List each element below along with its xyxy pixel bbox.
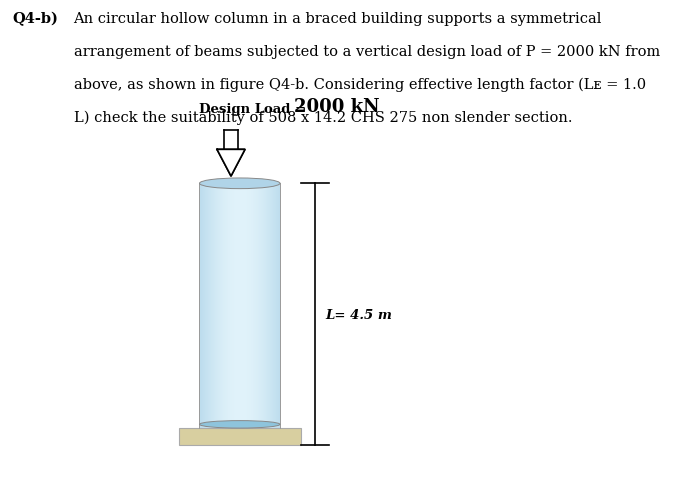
Bar: [264, 184, 265, 428]
Bar: [266, 184, 267, 428]
Bar: [262, 184, 263, 428]
Bar: [207, 184, 209, 428]
Bar: [202, 184, 203, 428]
Bar: [234, 184, 235, 428]
Bar: [260, 184, 261, 428]
Bar: [245, 184, 246, 428]
Bar: [209, 184, 210, 428]
Bar: [243, 184, 244, 428]
Bar: [215, 184, 216, 428]
Bar: [259, 184, 260, 428]
Bar: [225, 184, 226, 428]
Bar: [273, 184, 274, 428]
Bar: [258, 184, 259, 428]
Bar: [261, 184, 262, 428]
Bar: [251, 184, 252, 428]
Bar: [224, 184, 225, 428]
Bar: [250, 184, 251, 428]
Bar: [218, 184, 219, 428]
Bar: [244, 184, 245, 428]
Ellipse shape: [199, 421, 280, 428]
Bar: [223, 184, 224, 428]
Text: Design Load =: Design Load =: [199, 103, 311, 116]
Bar: [216, 184, 217, 428]
Bar: [246, 184, 247, 428]
Bar: [225, 184, 227, 428]
Bar: [271, 184, 272, 428]
Bar: [202, 184, 204, 428]
Bar: [268, 184, 270, 428]
Bar: [238, 184, 239, 428]
Bar: [220, 184, 221, 428]
Bar: [206, 184, 207, 428]
Bar: [204, 184, 205, 428]
Bar: [256, 184, 257, 428]
Text: above, as shown in figure Q4-b. Considering effective length factor (Lᴇ = 1.0: above, as shown in figure Q4-b. Consider…: [74, 78, 645, 92]
Bar: [229, 184, 230, 428]
Bar: [236, 184, 237, 428]
Bar: [232, 184, 234, 428]
Ellipse shape: [199, 179, 280, 189]
Bar: [253, 184, 254, 428]
Bar: [276, 184, 277, 428]
Bar: [265, 184, 266, 428]
Text: An circular hollow column in a braced building supports a symmetrical: An circular hollow column in a braced bu…: [74, 12, 602, 26]
Bar: [278, 184, 279, 428]
Bar: [248, 184, 249, 428]
Bar: [199, 184, 201, 428]
Bar: [275, 184, 276, 428]
Bar: [239, 184, 240, 428]
Text: arrangement of beams subjected to a vertical design load of P = 2000 kN from: arrangement of beams subjected to a vert…: [74, 45, 659, 59]
Bar: [178, 428, 301, 445]
Bar: [252, 184, 253, 428]
Bar: [206, 184, 208, 428]
Bar: [216, 184, 218, 428]
Bar: [255, 184, 256, 428]
Text: Q4-b): Q4-b): [13, 12, 59, 26]
Bar: [270, 184, 272, 428]
Bar: [211, 184, 212, 428]
Text: L) check the suitability of 508 x 14.2 CHS 275 non slender section.: L) check the suitability of 508 x 14.2 C…: [74, 111, 572, 125]
Bar: [227, 184, 228, 428]
Bar: [228, 184, 229, 428]
Bar: [277, 184, 279, 428]
Bar: [220, 184, 222, 428]
Text: L= 4.5 m: L= 4.5 m: [326, 308, 393, 321]
Bar: [279, 184, 280, 428]
Bar: [222, 184, 223, 428]
Bar: [267, 184, 268, 428]
Bar: [204, 184, 206, 428]
Bar: [274, 184, 275, 428]
Bar: [209, 184, 211, 428]
Bar: [241, 184, 243, 428]
Bar: [257, 184, 258, 428]
Bar: [269, 184, 270, 428]
Bar: [200, 184, 202, 428]
Polygon shape: [217, 150, 245, 177]
Bar: [213, 184, 214, 428]
Text: 2000 kN: 2000 kN: [294, 98, 379, 116]
Bar: [239, 184, 241, 428]
Bar: [237, 184, 238, 428]
Bar: [231, 184, 232, 428]
Bar: [230, 184, 231, 428]
Bar: [232, 184, 233, 428]
Bar: [247, 184, 248, 428]
Bar: [214, 184, 215, 428]
Bar: [254, 184, 256, 428]
Bar: [248, 184, 250, 428]
Bar: [234, 184, 236, 428]
Bar: [241, 184, 242, 428]
Bar: [272, 184, 273, 428]
Bar: [218, 184, 220, 428]
Bar: [211, 184, 213, 428]
Bar: [263, 184, 265, 428]
